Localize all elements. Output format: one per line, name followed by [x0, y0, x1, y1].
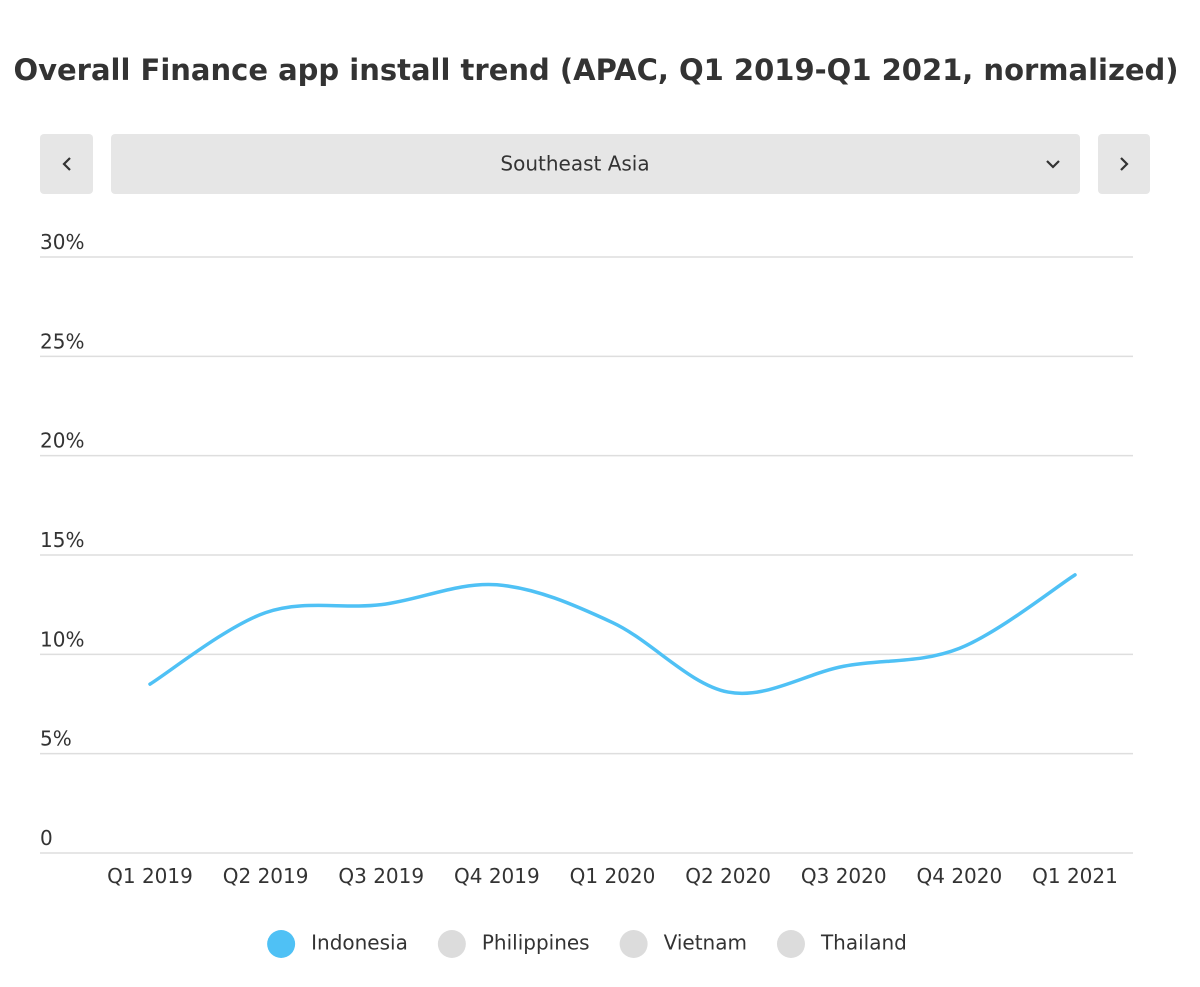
y-tick-label: 20%	[40, 429, 84, 453]
y-tick-label: 0	[40, 826, 53, 850]
next-icon[interactable]	[1120, 157, 1129, 171]
y-tick-label: 25%	[40, 329, 84, 353]
y-tick-label: 30%	[40, 230, 84, 254]
y-tick-label: 10%	[40, 627, 84, 651]
legend-marker[interactable]	[437, 930, 466, 958]
x-tick-label: Q1 2021	[1032, 864, 1118, 888]
x-tick-label: Q3 2020	[801, 864, 887, 888]
chart-title: Overall Finance app install trend (APAC,…	[13, 53, 1178, 87]
legend-label[interactable]: Philippines	[482, 931, 590, 955]
x-tick-label: Q4 2019	[454, 864, 540, 888]
next-button[interactable]	[1098, 134, 1150, 194]
x-tick-label: Q2 2019	[223, 864, 309, 888]
x-tick-label: Q1 2019	[107, 864, 193, 888]
x-tick-label: Q3 2019	[338, 864, 424, 888]
legend-marker[interactable]	[776, 930, 805, 958]
dropdown-label[interactable]: Southeast Asia	[500, 152, 649, 176]
legend-label[interactable]: Thailand	[820, 931, 907, 955]
next-button-bg[interactable]	[1098, 134, 1150, 194]
x-tick-label: Q2 2020	[685, 864, 771, 888]
prev-icon[interactable]	[62, 157, 71, 171]
dropdown-bg[interactable]	[111, 134, 1080, 194]
x-tick-label: Q4 2020	[917, 864, 1003, 888]
y-tick-label: 15%	[40, 528, 84, 552]
dropdown-icon[interactable]	[1046, 160, 1060, 169]
legend-label[interactable]: Indonesia	[311, 931, 408, 955]
x-tick-label: Q1 2020	[570, 864, 656, 888]
data-line	[148, 573, 1077, 695]
prev-button[interactable]	[40, 134, 93, 194]
y-tick-label: 5%	[40, 727, 72, 751]
legend-marker[interactable]	[619, 930, 648, 958]
prev-button-bg[interactable]	[40, 134, 93, 194]
legend-marker[interactable]	[267, 930, 296, 958]
legend-label[interactable]: Vietnam	[664, 931, 747, 955]
region-dropdown[interactable]: Southeast Asia	[111, 134, 1080, 194]
